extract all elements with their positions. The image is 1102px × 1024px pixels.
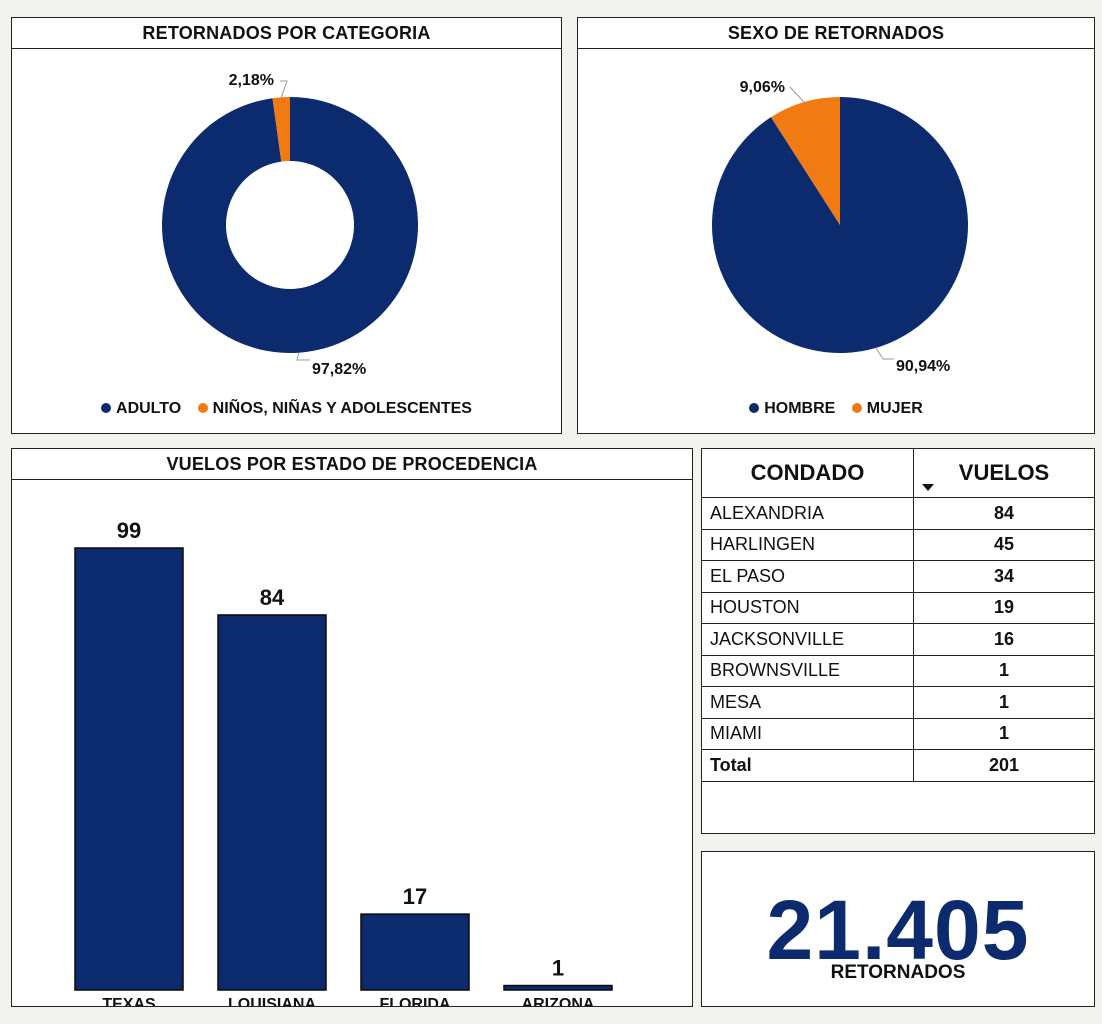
sort-descending-icon[interactable]: [922, 484, 934, 491]
slice-value-label: 9,06%: [740, 79, 785, 96]
kpi-label: RETORNADOS: [830, 962, 966, 983]
bar-value-label: 84: [260, 585, 285, 610]
cell-condado: HARLINGEN: [702, 529, 914, 561]
bar-arizona[interactable]: [503, 984, 613, 991]
cell-condado: HOUSTON: [702, 592, 914, 624]
x-tick-label: TEXAS: [102, 996, 156, 1006]
cell-vuelos: 1: [913, 686, 1094, 719]
leader-line: [296, 352, 310, 361]
leader-line: [789, 86, 805, 103]
cell-condado: MESA: [702, 686, 914, 719]
x-tick-label: FLORIDA: [379, 996, 451, 1006]
cell-vuelos: 16: [913, 623, 1094, 656]
flights-bar-chart: 99 TEXAS 84 LOUISIANA 17 FLORIDA 1 ARIZONA: [74, 518, 613, 1006]
x-tick-label: ARIZONA: [522, 996, 595, 1006]
table-row[interactable]: HOUSTON 19: [702, 592, 1094, 624]
flights-by-state-panel: VUELOS POR ESTADO DE PROCEDENCIA 99 TEXAS…: [11, 448, 693, 1007]
bar-florida[interactable]: [360, 913, 470, 991]
cell-vuelos: 1: [913, 718, 1094, 750]
legend-hombre: HOMBRE: [764, 400, 836, 417]
table-row[interactable]: BROWNSVILLE 1: [702, 655, 1094, 687]
slice-mujer[interactable]: [771, 97, 840, 225]
legend-mujer: MUJER: [866, 400, 923, 417]
cell-condado: Total: [702, 749, 914, 782]
cell-vuelos: 84: [913, 497, 1094, 530]
cell-vuelos: 34: [913, 560, 1094, 593]
table-row[interactable]: MIAMI 1: [702, 718, 1094, 750]
column-header-vuelos-label: VUELOS: [958, 460, 1050, 485]
cell-condado: JACKSONVILLE: [702, 623, 914, 656]
county-table: CONDADO VUELOS ALEXANDRIA 84 HARLINGEN 45 EL…: [702, 449, 1094, 782]
kpi-value: 21.405: [766, 883, 1030, 977]
bar-value-label: 99: [117, 518, 141, 543]
cell-condado: BROWNSVILLE: [702, 655, 914, 687]
legend-ninos: NIÑOS, NIÑAS Y ADOLESCENTES: [212, 400, 472, 417]
bar-texas[interactable]: [74, 547, 184, 991]
category-chart-panel: RETORNADOS POR CATEGORIA 97,82% 2,18% ADU…: [11, 17, 562, 434]
bar-value-label: 17: [403, 884, 427, 909]
slice-adulto[interactable]: [162, 97, 419, 353]
cell-condado: MIAMI: [702, 718, 914, 750]
table-row[interactable]: HARLINGEN 45: [702, 529, 1094, 561]
table-row[interactable]: MESA 1: [702, 686, 1094, 719]
cell-vuelos: 19: [913, 592, 1094, 624]
legend-adulto: ADULTO: [116, 400, 182, 417]
table-row[interactable]: JACKSONVILLE 16: [702, 623, 1094, 656]
category-chart-title: RETORNADOS POR CATEGORIA: [12, 18, 561, 49]
hombre-legend-dot: [749, 402, 760, 413]
column-header-vuelos[interactable]: VUELOS: [913, 449, 1094, 498]
bar-value-label: 1: [552, 956, 564, 981]
sex-legend: HOMBRE MUJER: [578, 400, 1094, 418]
slice-ni-os-ni-as-y-adolescentes[interactable]: [272, 97, 290, 162]
slice-value-label: 97,82%: [312, 361, 366, 378]
table-row[interactable]: ALEXANDRIA 84: [702, 497, 1094, 530]
sex-chart-panel: SEXO DE RETORNADOS 90,94% 9,06% HOMBRE MU…: [577, 17, 1095, 434]
cell-vuelos: 1: [913, 655, 1094, 687]
table-total-row[interactable]: Total 201: [702, 749, 1094, 782]
leader-line: [280, 80, 288, 98]
sex-chart-title: SEXO DE RETORNADOS: [578, 18, 1094, 49]
flights-by-state-title: VUELOS POR ESTADO DE PROCEDENCIA: [12, 449, 692, 480]
slice-value-label: 90,94%: [896, 358, 950, 375]
kpi-panel: 21.405 RETORNADOS: [701, 851, 1095, 1007]
adulto-legend-dot: [101, 402, 112, 413]
slice-value-label: 2,18%: [229, 72, 274, 89]
cell-condado: EL PASO: [702, 560, 914, 593]
mujer-legend-dot: [851, 402, 862, 413]
cell-vuelos: 45: [913, 529, 1094, 561]
column-header-condado[interactable]: CONDADO: [702, 449, 914, 498]
cell-condado: ALEXANDRIA: [702, 497, 914, 530]
category-legend: ADULTO NIÑOS, NIÑAS Y ADOLESCENTES: [12, 400, 561, 418]
bar-louisiana[interactable]: [217, 614, 327, 991]
ninos-legend-dot: [197, 402, 208, 413]
x-tick-label: LOUISIANA: [228, 996, 316, 1006]
leader-line: [875, 347, 894, 360]
cell-vuelos: 201: [913, 749, 1094, 782]
county-table-panel: CONDADO VUELOS ALEXANDRIA 84 HARLINGEN 45 EL…: [701, 448, 1095, 834]
table-row[interactable]: EL PASO 34: [702, 560, 1094, 593]
sex-pie-chart: 90,94% 9,06%: [712, 79, 968, 375]
category-donut-chart: 97,82% 2,18%: [162, 72, 419, 378]
